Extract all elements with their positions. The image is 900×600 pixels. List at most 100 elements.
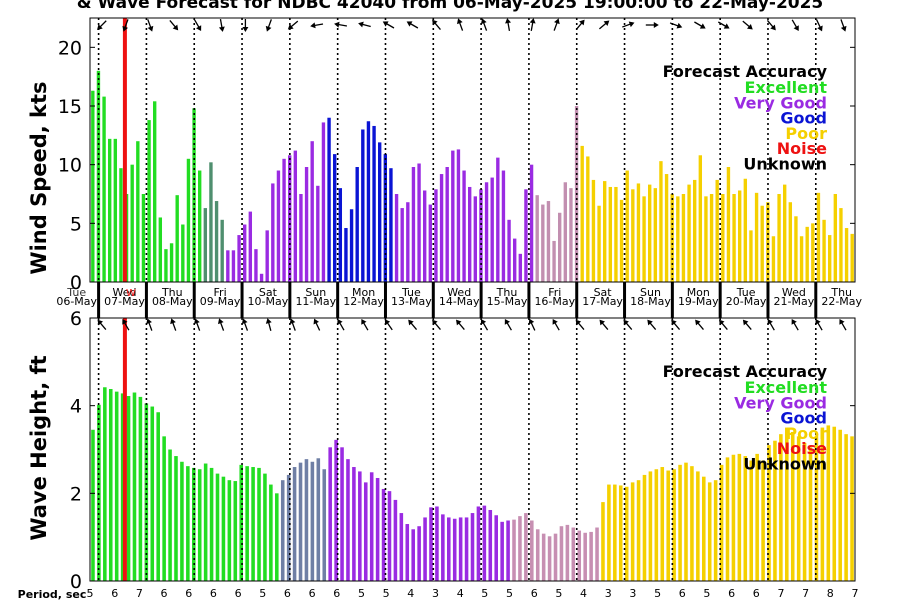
wind-direction-arrow	[717, 21, 730, 29]
wave-bar	[233, 481, 238, 581]
wind-direction-arrow	[645, 22, 659, 28]
wind-bar	[164, 249, 168, 282]
arrow-head	[265, 25, 272, 32]
wind-legend-item: Noise	[777, 139, 827, 158]
wave-bar	[790, 431, 795, 581]
wind-direction-arrow	[529, 18, 536, 32]
wave-bar	[132, 392, 137, 581]
wind-direction-arrow	[122, 19, 129, 32]
wave-bar	[482, 505, 487, 581]
period-value: 6	[185, 587, 192, 600]
wave-bar	[257, 467, 261, 581]
date-label: 15-May	[487, 295, 528, 308]
wave-direction-arrow	[647, 319, 657, 331]
wind-bar	[136, 141, 140, 282]
wind-bar	[333, 154, 337, 282]
wave-bar	[275, 493, 279, 581]
wind-direction-arrow	[553, 18, 560, 31]
arrow-head	[432, 319, 438, 326]
wave-bar	[524, 513, 528, 581]
wind-bar	[721, 194, 725, 282]
wave-bar	[713, 480, 718, 581]
wave-direction-arrow	[456, 319, 465, 331]
wind-ytick-label: 0	[70, 272, 82, 294]
wind-direction-arrow	[694, 21, 706, 29]
wind-bar	[636, 183, 641, 282]
period-value: 4	[407, 587, 414, 600]
date-label: 19-May	[678, 295, 719, 308]
wave-bar	[304, 459, 309, 581]
wind-bar	[411, 167, 416, 282]
wave-bar	[796, 436, 801, 581]
wind-bar	[552, 240, 556, 282]
period-label: Period, sec	[18, 588, 87, 600]
wave-bar	[316, 458, 321, 581]
wave-bar	[547, 536, 552, 581]
wave-bar	[435, 506, 439, 581]
wind-bar	[91, 90, 95, 282]
wave-bar	[660, 467, 665, 581]
wave-bar	[666, 470, 670, 581]
wave-bar	[186, 466, 190, 581]
wind-bar	[366, 121, 371, 282]
wind-bar	[468, 186, 472, 282]
day-label: Sat	[594, 286, 613, 299]
wind-bar	[417, 163, 421, 282]
arrow-head	[839, 318, 845, 325]
wind-direction-arrow	[505, 18, 512, 32]
day-label: Tue	[401, 286, 421, 299]
wave-bar	[654, 469, 659, 581]
date-label: 13-May	[391, 295, 432, 308]
wind-bar	[496, 157, 500, 282]
arrow-head	[172, 24, 179, 31]
wind-direction-arrow	[242, 19, 249, 32]
wave-bar	[767, 445, 771, 581]
period-value: 6	[235, 587, 242, 600]
wind-legend-item: Excellent	[745, 78, 828, 97]
wave-bar	[239, 464, 243, 581]
wave-bar	[269, 484, 273, 581]
wind-bar	[743, 178, 748, 282]
wind-bar	[254, 249, 258, 282]
wind-bar	[653, 188, 658, 282]
wave-bar	[820, 427, 825, 581]
wave-bar	[690, 466, 694, 581]
wave-bar	[458, 517, 463, 581]
period-value: 4	[580, 587, 587, 600]
wave-direction-arrow	[695, 319, 704, 331]
wave-direction-arrow	[815, 318, 823, 331]
day-label: Tue	[66, 286, 86, 299]
wind-bar	[844, 228, 849, 282]
wave-bar	[221, 476, 226, 581]
wind-ylabel: Wind Speed, kts	[27, 81, 51, 274]
wave-bar	[168, 449, 172, 581]
wave-bar	[180, 461, 184, 581]
wave-bar	[156, 412, 160, 581]
arrow-head	[241, 318, 248, 325]
date-label: 16-May	[534, 295, 575, 308]
wind-bar	[625, 170, 629, 282]
wave-bar	[263, 473, 267, 581]
arrow-head	[147, 25, 154, 32]
day-label: Fri	[548, 286, 561, 299]
wind-direction-arrow	[598, 20, 610, 30]
wind-bar	[203, 208, 208, 282]
period-value: 6	[728, 587, 735, 600]
day-label: Thu	[161, 286, 183, 299]
wind-bar	[310, 141, 314, 282]
wave-bar	[447, 517, 451, 581]
wind-bar	[816, 192, 821, 282]
wind-bar	[783, 184, 787, 282]
period-value: 5	[555, 587, 562, 600]
wind-bar	[788, 202, 793, 282]
arrow-head	[719, 319, 725, 326]
wave-bar	[636, 480, 641, 581]
wave-bar	[429, 507, 433, 581]
date-label: 07-May	[104, 295, 145, 308]
arrow-head	[603, 20, 610, 27]
wave-bar	[725, 457, 730, 581]
arrow-head	[840, 25, 847, 32]
